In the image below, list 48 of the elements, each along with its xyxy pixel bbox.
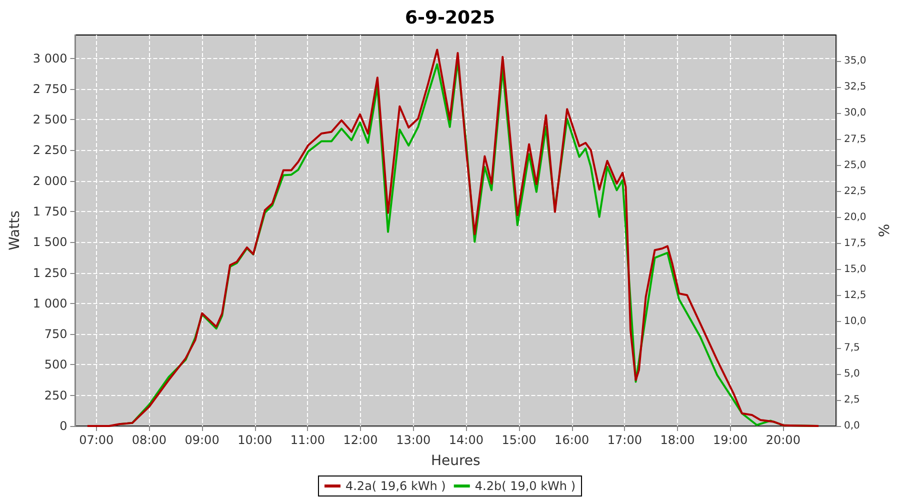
y2-tick-label: 5,0 [844,368,860,380]
y2-tick-label: 35,0 [844,56,866,67]
y2-tick-label: 15,0 [844,264,866,276]
x-tick-label: 09:00 [184,433,220,447]
x-tick-label: 20:00 [766,433,800,447]
chart-title: 6-9-2025 [404,8,496,28]
y2-tick-label: 0,0 [844,420,860,432]
y2-tick-label: 27,5 [844,134,866,145]
y2-tick-label: 30,0 [844,108,866,119]
y-tick-label: 2 000 [32,174,68,188]
x-tick-label: 10:00 [238,433,272,447]
x-tick-label: 14:00 [448,433,484,447]
x-tick-label: 15:00 [502,433,536,447]
y2-tick-label: 22,5 [844,186,866,197]
x-tick-label: 19:00 [713,433,748,447]
y-tick-label: 3 000 [32,51,68,66]
y-axis-title: Watts [7,210,23,250]
x-tick-label: 12:00 [343,433,378,447]
y-tick-label: 250 [44,388,68,402]
legend-label: 4.2b( 19,0 kWh ) [474,479,576,493]
y2-tick-label: 20,0 [844,212,866,223]
x-tick-label: 07:00 [79,433,114,447]
x-tick-label: 18:00 [660,433,695,447]
x-axis-title: Heures [430,453,480,469]
y-tick-label: 2 250 [32,143,68,158]
y2-tick-label: 7,5 [844,342,860,354]
y-tick-label: 1 000 [32,296,68,310]
y2-tick-label: 32,5 [844,82,866,93]
x-tick-label: 11:00 [290,433,325,447]
y-tick-label: 500 [44,358,68,372]
x-tick-label: 08:00 [132,433,167,447]
y-tick-label: 0 [60,419,68,433]
y2-tick-label: 25,0 [844,160,866,171]
y-tick-label: 750 [44,327,68,342]
y-tick-label: 1 500 [32,235,68,250]
y-tick-label: 1 250 [32,266,68,280]
y2-axis-title: % [877,224,893,238]
y-tick-label: 2 500 [32,112,68,127]
x-tick-label: 13:00 [396,433,431,447]
y2-tick-label: 10,0 [844,316,866,328]
y2-tick-label: 2,5 [844,394,860,406]
y-tick-label: 2 750 [32,82,68,96]
y2-tick-label: 12,5 [844,290,866,302]
legend-label: 4.2a( 19,6 kWh ) [345,479,446,493]
y2-tick-label: 17,5 [844,238,866,250]
x-tick-label: 17:00 [607,433,642,447]
y-tick-label: 1 750 [32,204,68,218]
x-tick-label: 16:00 [554,433,590,447]
